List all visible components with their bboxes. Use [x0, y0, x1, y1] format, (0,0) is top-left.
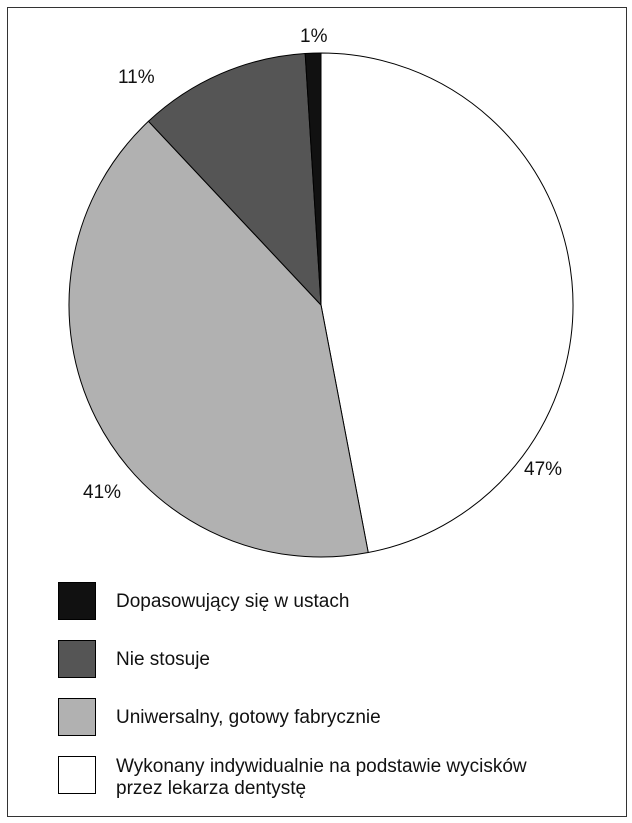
legend-label: Wykonany indywidualnie na podstawie wyci… [116, 756, 527, 799]
legend-item-wykonany: Wykonany indywidualnie na podstawie wyci… [58, 756, 556, 800]
slice-value-label: 11% [118, 67, 155, 88]
slice-value-label: 47% [524, 459, 562, 480]
pie-slice [304, 52, 322, 306]
legend-item-dopasowujacy: Dopasowujący się w ustach [58, 582, 556, 620]
legend-swatch [58, 698, 96, 736]
legend-item-uniwersalny: Uniwersalny, gotowy fabrycznie [58, 698, 556, 736]
legend-label: Uniwersalny, gotowy fabrycznie [116, 707, 381, 728]
chart-frame [7, 7, 627, 817]
pie-slice [68, 120, 369, 558]
pie-slice [320, 52, 574, 554]
legend-label: Dopasowujący się w ustach [116, 591, 350, 612]
pie-slice [147, 52, 322, 307]
legend: Dopasowujący się w ustach Nie stosuje Un… [58, 582, 556, 820]
legend-item-nie-stosuje: Nie stosuje [58, 640, 556, 678]
slice-value-label: 41% [83, 482, 121, 503]
legend-swatch [58, 582, 96, 620]
legend-label: Nie stosuje [116, 649, 210, 670]
legend-swatch [58, 756, 96, 794]
pie-chart: 47% 41% 11% 1% [68, 26, 574, 558]
legend-swatch [58, 640, 96, 678]
slice-value-label: 1% [300, 26, 328, 47]
